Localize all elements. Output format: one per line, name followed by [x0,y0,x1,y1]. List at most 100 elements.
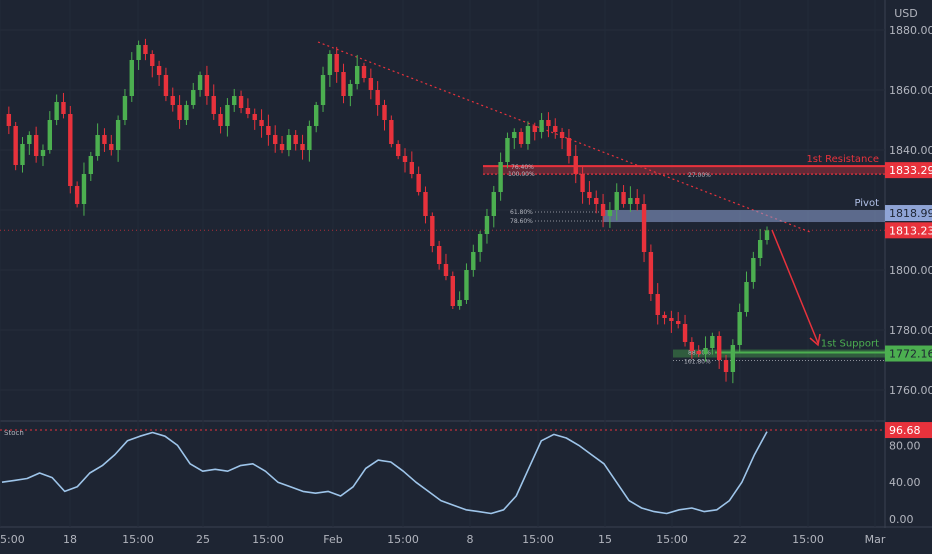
price-tick-label: 1860.00 [889,84,932,97]
candle-body [682,324,688,342]
candle-body [102,135,107,144]
candle-body [505,138,510,162]
candle-body [122,96,128,120]
resistance-price-tag-text: 1833.29 [889,164,932,177]
candle-body [341,72,346,96]
stoch-value-tag-text: 96.68 [889,424,921,437]
candle-body [40,150,46,156]
candle-body [307,126,312,150]
candle-body [669,318,674,321]
price-candles [6,38,770,384]
candle-body [498,162,503,192]
candle-body [238,96,244,108]
candle-body [115,120,121,150]
candle-body [764,230,770,240]
candle-body [33,135,39,156]
fib-label: 161.80% [684,359,711,366]
time-tick-label: 8 [467,533,474,546]
candle-body [594,198,599,204]
candle-body [245,108,251,114]
price-scale-bg [885,0,932,550]
candle-body [710,336,715,348]
time-tick-label: 18 [63,533,77,546]
candle-body [170,96,175,105]
projection-arrow-shaft [771,229,819,344]
candle-body [730,345,736,372]
candle-body [573,156,578,174]
candle-body [546,120,551,126]
stoch-line [1,431,768,515]
candle-body [402,156,408,162]
candle-body [436,246,442,264]
current-price-tag [885,222,932,239]
candle-body [300,144,305,150]
candle-body [368,78,374,90]
candle-body [457,300,462,306]
candle-body [361,66,367,78]
candle-body [150,54,155,66]
candle-body [81,174,87,204]
candle-body [184,105,189,120]
candle-body [27,135,32,144]
time-tick-label: 22 [733,533,747,546]
time-tick-label: Mar [865,533,886,546]
candle-body [382,105,387,120]
price-tick-label: 1760.00 [889,384,932,397]
time-tick-label: 15:00 [522,533,554,546]
candle-body [607,210,613,216]
currency-label: USD [894,7,918,20]
candle-body [293,135,298,144]
stoch-tick-label: 40.00 [889,476,921,489]
time-tick-label: 15 [598,533,612,546]
candle-body [232,96,237,105]
candle-body [156,66,162,75]
pivot-label: Pivot [854,198,879,209]
candle-body [143,45,148,54]
support-price-tag [885,345,932,362]
current-price-tag-text: 1813.23 [889,224,932,237]
candle-body [464,270,469,300]
candle-body [409,162,415,174]
candle-body [655,294,660,315]
candle-body [628,198,633,204]
candle-body [225,105,230,126]
candle-body [395,144,401,156]
stochastic-panel: Stoch [0,429,885,515]
candle-body [68,114,73,186]
candle-body [477,234,483,252]
candle-body [518,132,524,144]
candle-body [471,252,476,270]
candle-body [286,135,292,150]
candle-body [136,45,141,60]
fib-label: 78.60% [510,218,533,225]
candle-body [259,120,264,126]
candle-body [723,360,729,372]
candle-body [354,66,360,84]
stoch-tick-label: 0.00 [889,513,914,526]
candle-body [751,258,756,282]
candle-body [20,144,25,165]
pivot-price-tag [885,205,932,222]
candle-body [74,186,80,204]
support-price-tag-text: 1772.16 [889,348,932,361]
candle-body [757,240,763,258]
candle-body [375,90,380,105]
candle-body [559,132,565,138]
candle-body [252,114,257,120]
candle-body [587,192,592,198]
stoch-label: Stoch [4,429,24,437]
candle-body [491,192,496,216]
candle-body [635,198,640,204]
candle-body [334,54,339,72]
candle-body [430,216,435,246]
candle-body [61,102,66,114]
resistance-price-tag [885,162,932,179]
candle-body [689,342,695,351]
stoch-value-tag [885,422,932,439]
time-tick-label: 25 [196,533,210,546]
candle-body [600,204,606,216]
candle-body [211,96,216,114]
